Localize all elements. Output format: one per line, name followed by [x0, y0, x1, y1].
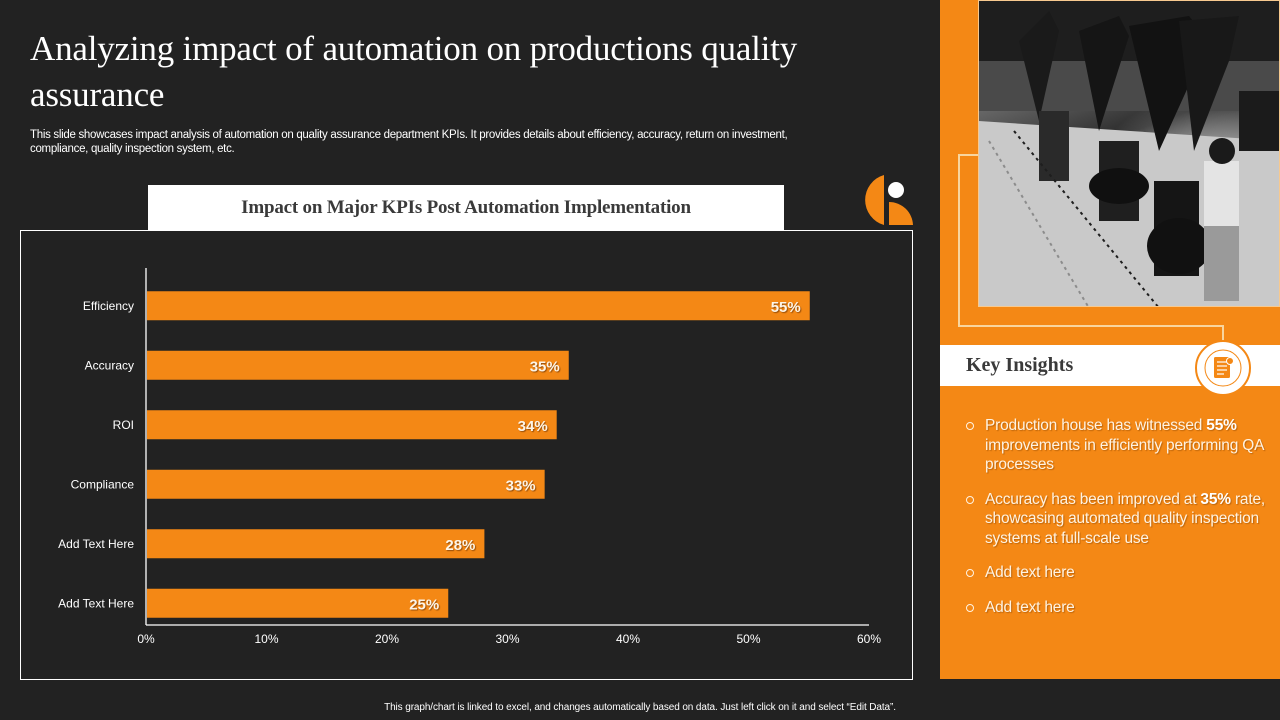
circle-bullet-icon: [966, 569, 974, 577]
decorative-line: [958, 154, 979, 156]
insight-item: Add text here: [966, 598, 1266, 618]
bar[interactable]: [147, 469, 545, 499]
decorative-line: [1222, 325, 1224, 343]
x-tick-label: 60%: [857, 632, 881, 646]
insight-item: Accuracy has been improved at 35% rate, …: [966, 490, 1266, 549]
insight-text: Add text here: [985, 598, 1075, 616]
circle-bullet-icon: [966, 603, 974, 612]
category-label: ROI: [113, 418, 134, 432]
category-label: Efficiency: [83, 299, 134, 313]
insight-text: Production house has witnessed: [985, 417, 1207, 434]
x-tick-label: 20%: [375, 632, 399, 646]
bar-value-label: 25%: [409, 596, 439, 613]
decorative-line: [958, 154, 960, 326]
bar[interactable]: [147, 291, 810, 321]
circle-bullet-icon: [966, 495, 974, 504]
chart-title-banner: Impact on Major KPIs Post Automation Imp…: [148, 185, 784, 231]
x-tick-label: 50%: [736, 632, 760, 646]
insight-text: improvements in efficiently performing Q…: [985, 436, 1264, 474]
bar[interactable]: [147, 410, 557, 440]
document-list-icon: [1195, 340, 1251, 396]
x-tick-label: 10%: [254, 632, 278, 646]
chart-frame: [20, 230, 913, 680]
slide-subtitle: This slide showcases impact analysis of …: [30, 129, 788, 155]
insight-text: rate, showcasing automated quality inspe…: [985, 490, 1265, 547]
bar-value-label: 55%: [771, 299, 801, 316]
chart-title: Impact on Major KPIs Post Automation Imp…: [241, 197, 691, 218]
insight-highlight: 55%: [1206, 417, 1237, 434]
x-tick-label: 30%: [495, 632, 519, 646]
factory-assembly-line-photo: [978, 0, 1280, 307]
insight-item: Production house has witnessed 55% impro…: [966, 416, 1266, 475]
category-label: Add Text Here: [58, 537, 134, 551]
circle-bullet-icon: [966, 422, 974, 430]
insight-item: Add text here: [966, 563, 1266, 583]
bar[interactable]: [147, 350, 569, 380]
photo-illustration: [979, 1, 1279, 306]
decorative-line: [958, 325, 1223, 327]
bar[interactable]: [147, 588, 449, 618]
bar[interactable]: [147, 529, 485, 559]
bar-value-label: 28%: [445, 537, 475, 554]
bar-value-label: 34%: [518, 418, 548, 435]
category-label: Add Text Here: [58, 596, 134, 610]
brand-logo-icon: [865, 175, 913, 225]
kpi-bar-chart[interactable]: 55% Efficiency 35% Accuracy 34% ROI 33% Complia…: [20, 230, 913, 680]
slide-title: Analyzing impact of automation on produc…: [30, 29, 798, 114]
bar-value-label: 35%: [530, 358, 560, 375]
x-tick-label: 40%: [616, 632, 640, 646]
insights-title: Key Insights: [966, 354, 1074, 376]
insights-list: Production house has witnessed 55% impro…: [966, 416, 1266, 632]
category-label: Accuracy: [85, 358, 134, 372]
insight-text: Accuracy has been improved at: [985, 490, 1201, 508]
insight-text: Add text here: [985, 564, 1075, 581]
x-tick-label: 0%: [137, 632, 155, 646]
category-label: Compliance: [71, 477, 135, 491]
insight-highlight: 35%: [1200, 490, 1231, 508]
footnote: This graph/chart is linked to excel, and…: [0, 702, 1280, 713]
footnote-text: This graph/chart is linked to excel, and…: [384, 702, 896, 713]
bar-value-label: 33%: [506, 477, 536, 494]
